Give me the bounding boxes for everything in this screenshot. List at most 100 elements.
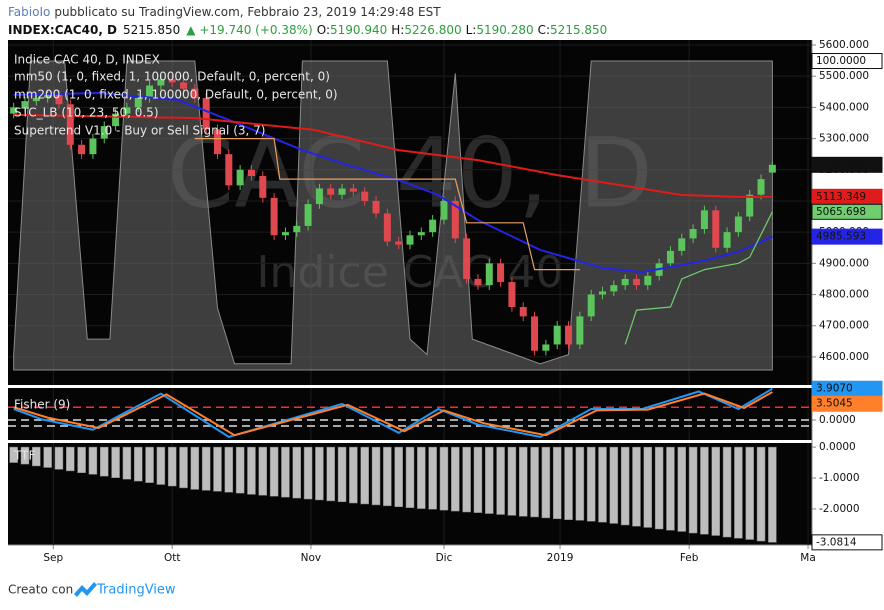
y-tick-label: 4900.000 — [819, 257, 869, 269]
time-axis — [8, 545, 812, 570]
change: ▲ +19.740 (+0.38%) — [186, 23, 312, 37]
ohlc-key: C: — [538, 23, 550, 37]
main-plot: Indice CAC 40, D, INDEX mm50 (1, 0, fixed… — [8, 40, 812, 385]
candle-body — [304, 204, 312, 226]
candle-body — [10, 107, 18, 114]
candle-body — [429, 219, 437, 233]
ttf-bar — [100, 446, 109, 477]
fisher-pane — [8, 388, 812, 440]
y-tick-label: 5400.000 — [819, 101, 869, 113]
published: pubblicato su TradingView.com, Febbraio … — [54, 5, 441, 19]
ttf-bar — [518, 446, 528, 517]
ttf-bar — [643, 446, 653, 528]
candle-body — [678, 238, 686, 251]
legend-entry: TTF — [13, 449, 35, 463]
candle-body — [712, 210, 720, 248]
candle-body — [338, 188, 346, 195]
candle-body — [440, 200, 448, 220]
last-value-box — [811, 156, 883, 173]
candle-body — [327, 188, 335, 195]
x-tick-label: Ott — [164, 552, 181, 564]
last-value-label: -3.0814 — [816, 536, 857, 548]
candle-body — [100, 126, 108, 139]
ttf-bar — [32, 446, 41, 467]
ttf-bar — [632, 446, 641, 527]
footer-text: Creato con — [8, 583, 73, 597]
author[interactable]: FabioIo — [8, 5, 50, 19]
candle-body — [180, 82, 188, 89]
ttf-bar — [451, 446, 460, 512]
ohlc-key: H: — [391, 23, 404, 37]
ttf-bar — [111, 446, 120, 478]
candle-body — [519, 307, 527, 317]
y-tick-label: -2.0000 — [819, 503, 860, 515]
fisher-line — [13, 391, 773, 437]
candle-body — [700, 210, 708, 230]
last-value-box — [811, 534, 883, 551]
candle-body — [361, 191, 369, 201]
ttf-bar — [677, 446, 687, 532]
ttf-bar — [88, 446, 98, 475]
last-value-label: 5215.850 — [816, 159, 866, 171]
candle-body — [576, 316, 584, 345]
brand-logo[interactable] — [74, 582, 97, 597]
ohlc-key: O: — [317, 23, 330, 37]
ttf-bar — [711, 446, 720, 536]
supertrend — [624, 211, 773, 345]
candle-body — [632, 278, 640, 286]
ttf-bar — [439, 446, 449, 511]
candle-body — [21, 101, 29, 108]
ttf-bar — [722, 446, 732, 538]
candle-body — [146, 85, 154, 99]
ttf-bar — [20, 446, 30, 465]
last-value-label: 3.5045 — [816, 398, 853, 410]
candle-body — [66, 104, 74, 145]
y-tick-label: 4800.000 — [819, 289, 869, 301]
fisher-line — [13, 388, 773, 438]
candle-body — [531, 316, 539, 351]
axes: 4600.0004700.0004800.0004900.0005000.000… — [43, 39, 883, 564]
candle-body — [417, 232, 425, 236]
ohlc-key: L: — [466, 23, 477, 37]
ttf-bar — [417, 446, 426, 509]
ttf-bar — [156, 446, 166, 485]
last-value-box — [811, 203, 883, 220]
ttf-bar — [235, 446, 245, 494]
ttf-bar — [133, 446, 143, 482]
ttf-bar — [485, 446, 494, 514]
ttf-bar — [552, 446, 562, 520]
x-tick-label: Feb — [680, 552, 699, 564]
candle-body — [734, 216, 742, 233]
footer-brand[interactable]: TradingView — [96, 583, 176, 598]
candle-body — [349, 188, 357, 192]
y-tick-label: 4700.000 — [819, 320, 869, 332]
moving-average — [13, 91, 773, 274]
ttf-bar — [768, 446, 777, 543]
candle-body — [259, 176, 267, 198]
last-value-box — [811, 53, 883, 70]
candle-body — [689, 229, 697, 239]
ttf-bar — [666, 446, 675, 531]
candle-body — [542, 344, 550, 351]
candle-body — [497, 263, 505, 283]
ttf-bar — [598, 446, 607, 523]
ohlc-value: 5190.940 — [330, 23, 387, 37]
candle-body — [463, 238, 471, 279]
fisher-plot: Fisher (9) — [8, 388, 812, 440]
last-value-box — [811, 395, 883, 412]
ttf-bar — [190, 446, 200, 490]
ttf-bar — [9, 446, 18, 463]
ttf-bar — [473, 446, 483, 513]
last-value-label: 3.9070 — [816, 383, 853, 395]
ttf-bar — [394, 446, 403, 508]
ttf-bar — [66, 446, 75, 472]
candle-body — [553, 325, 561, 345]
candle-body — [191, 88, 199, 99]
candle-body — [644, 275, 652, 286]
ttf-bar — [700, 446, 709, 535]
ttf-bar — [213, 446, 222, 492]
candle-body — [270, 197, 278, 236]
legend-entry: mm200 (1, 0, fixed, 1, 100000, Default, … — [14, 88, 338, 102]
candle-body — [247, 169, 255, 177]
